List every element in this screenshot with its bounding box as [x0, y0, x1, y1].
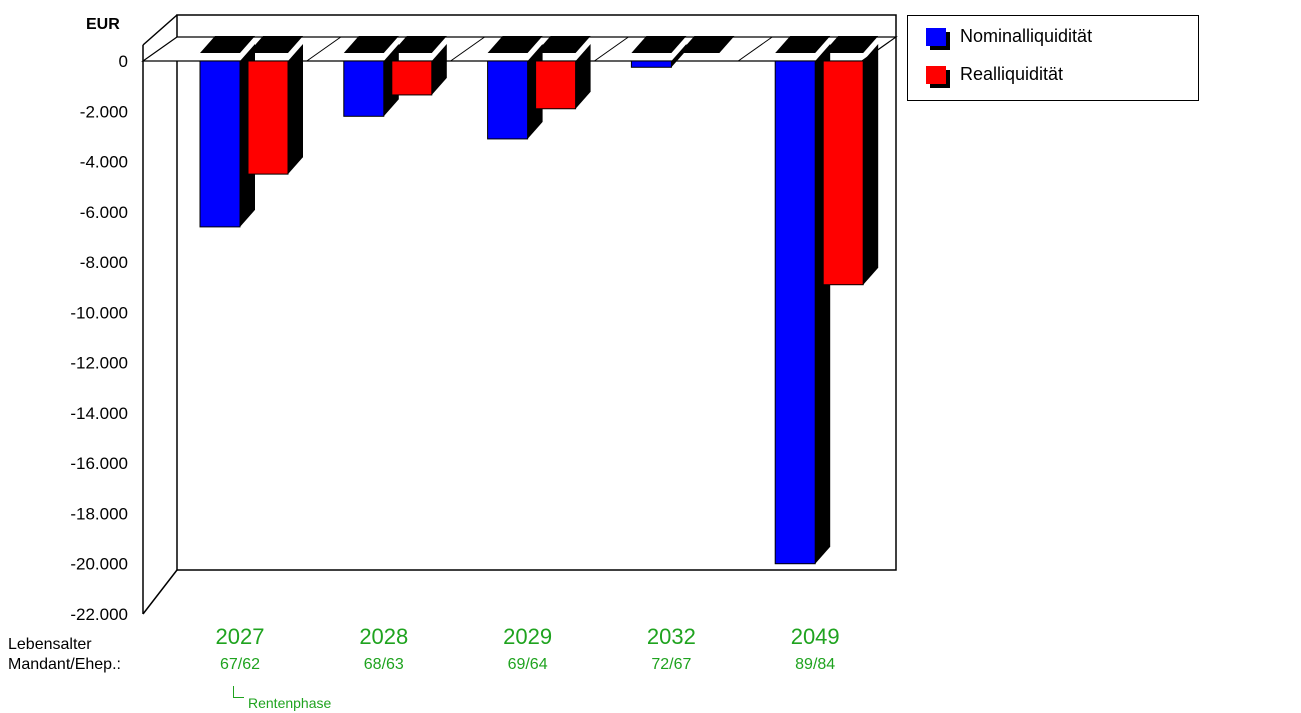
plot-top-edge	[142, 14, 178, 46]
y-tick-label: -12.000	[70, 354, 128, 373]
y-tick-label: -6.000	[80, 203, 128, 222]
y-tick-label: -8.000	[80, 253, 128, 272]
bar-nominal-2027	[199, 60, 241, 228]
bar-real-2028	[391, 60, 433, 96]
y-tick-label: -10.000	[70, 303, 128, 322]
bar-nominal-2032	[630, 60, 672, 68]
bar-top-face	[487, 36, 543, 53]
bar-side-face	[863, 44, 879, 285]
bar-top-face	[679, 36, 735, 53]
bar-top-face	[248, 36, 303, 53]
plot-back-wall	[176, 14, 897, 571]
bar-side-face	[575, 44, 591, 109]
x-tick-sublabel-age: 72/67	[651, 656, 692, 673]
y-tick-label: -2.000	[80, 102, 128, 121]
y-tick-label: -22.000	[70, 605, 128, 624]
bar-top-face	[631, 36, 687, 53]
y-tick-label: -14.000	[70, 404, 128, 423]
x-tick-sublabel-age: 89/84	[795, 656, 836, 673]
x-tick-label-year: 2032	[646, 624, 696, 649]
x-tick-sublabel-age: 67/62	[219, 656, 261, 673]
phase-bracket	[233, 686, 244, 698]
bar-real-2049	[822, 60, 864, 286]
y-tick-label: 0	[119, 52, 128, 71]
row-label-lebensalter: Lebensalter	[8, 636, 92, 653]
bar-nominal-2029	[487, 60, 529, 140]
plot-floor-edge	[142, 569, 178, 615]
zero-plane-divider	[594, 36, 629, 62]
bar-nominal-2028	[343, 60, 385, 117]
y-tick-label: -20.000	[70, 555, 128, 574]
zero-plane-divider	[737, 36, 773, 62]
legend-swatch-real	[926, 66, 946, 84]
x-tick-label-year: 2029	[503, 624, 553, 649]
x-tick-label-year: 2027	[215, 624, 265, 649]
legend-label-nominal: Nominalliquidität	[960, 26, 1093, 46]
bar-top-face	[200, 36, 255, 53]
y-tick-label: -18.000	[70, 504, 128, 523]
bar-top-face	[535, 36, 591, 53]
bar-top-face	[343, 36, 399, 53]
row-label-mandant: Mandant/Ehep.:	[8, 656, 121, 673]
zero-plane-divider	[450, 36, 485, 62]
legend-swatch-nominal	[926, 28, 946, 46]
x-tick-label-year: 2049	[790, 624, 840, 649]
bar-top-face	[823, 36, 879, 53]
x-tick-sublabel-age: 69/64	[507, 656, 548, 673]
bar-real-2029	[535, 60, 577, 110]
zero-plane-divider	[306, 36, 342, 62]
legend: Nominalliquidität Realliquidität	[907, 15, 1199, 101]
y-tick-label: -4.000	[80, 153, 128, 172]
bar-top-face	[775, 36, 831, 53]
bar-side-face	[288, 44, 303, 175]
bar-nominal-2049	[774, 60, 816, 565]
x-tick-label-year: 2028	[359, 624, 409, 649]
bar-real-2027	[247, 60, 289, 175]
bar-top-face	[391, 36, 447, 53]
y-axis-unit-label: EUR	[86, 16, 120, 33]
bar-side-face	[431, 44, 447, 95]
x-tick-sublabel-age: 68/63	[363, 656, 404, 673]
legend-label-real: Realliquidität	[960, 64, 1064, 84]
y-tick-label: -16.000	[70, 454, 128, 473]
phase-annotation: Rentenphase	[248, 695, 332, 711]
